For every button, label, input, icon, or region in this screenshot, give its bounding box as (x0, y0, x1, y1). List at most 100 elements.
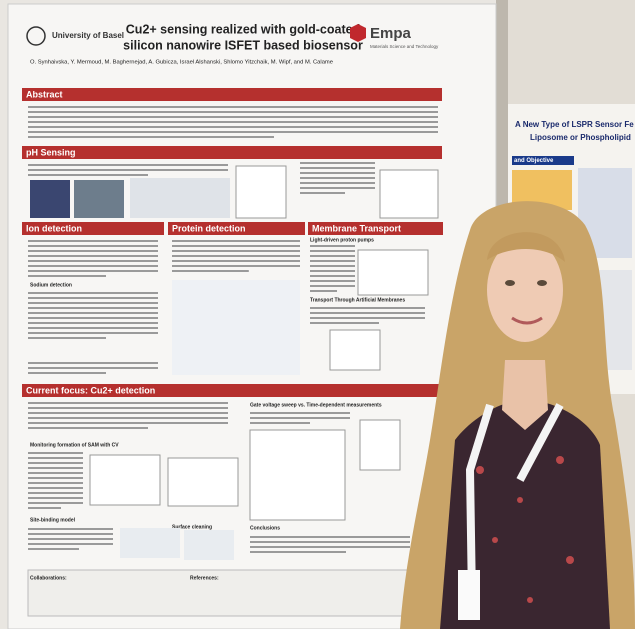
text-line (28, 533, 113, 535)
text-line (172, 250, 300, 252)
text-line (28, 538, 113, 540)
section-heading: pH Sensing (26, 147, 76, 157)
section-bar (168, 222, 305, 235)
hair-top (487, 232, 565, 262)
face (487, 238, 563, 342)
text-line (300, 172, 375, 174)
text-line (28, 528, 113, 530)
figure (74, 180, 124, 218)
eye (505, 280, 515, 286)
text-line (28, 422, 228, 424)
footer-heading: References: (190, 575, 219, 581)
subheading: Light-driven proton pumps (310, 237, 374, 243)
text-line (28, 412, 228, 414)
top (440, 400, 610, 629)
text-line (28, 302, 158, 304)
text-line (28, 322, 158, 324)
person (400, 201, 635, 629)
logo-text: Empa (370, 25, 412, 42)
text-line (172, 245, 300, 247)
bg-poster-title: A New Type of LSPR Sensor Fe (515, 120, 634, 129)
text-line (28, 131, 438, 133)
text-line (310, 265, 355, 267)
text-line (310, 280, 355, 282)
text-line (172, 255, 300, 257)
text-line (310, 317, 425, 319)
text-line (250, 551, 346, 553)
text-line (28, 457, 83, 459)
text-line (28, 307, 158, 309)
text-line (28, 327, 158, 329)
figure (359, 419, 401, 471)
section-heading: Ion detection (26, 223, 82, 233)
logo-text: University of Basel (52, 31, 124, 40)
text-line (310, 307, 425, 309)
text-line (28, 477, 83, 479)
subheading: Monitoring formation of SAM with CV (30, 442, 119, 448)
footer-heading: Collaborations: (30, 575, 67, 581)
text-line (28, 407, 228, 409)
text-line (28, 362, 158, 364)
text-line (250, 422, 310, 424)
section-bar (308, 222, 443, 235)
figure (120, 528, 180, 558)
text-line (172, 265, 300, 267)
text-line (28, 111, 438, 113)
poster-title: silicon nanowire ISFET based biosensor (123, 38, 363, 52)
subheading: Conclusions (250, 525, 280, 531)
text-line (28, 240, 158, 242)
text-line (28, 250, 158, 252)
text-line (310, 250, 355, 252)
text-line (28, 427, 148, 429)
text-line (28, 497, 83, 499)
text-line (28, 487, 83, 489)
figure (89, 454, 161, 506)
eye (537, 280, 547, 286)
section-bar (22, 88, 442, 101)
text-line (300, 182, 375, 184)
text-line (28, 367, 158, 369)
mouth (511, 316, 543, 325)
text-line (310, 275, 355, 277)
text-line (28, 116, 438, 118)
lanyard (516, 403, 564, 482)
text-line (28, 245, 158, 247)
logo-basel: University of Basel (26, 26, 124, 46)
text-line (28, 467, 83, 469)
text-line (28, 106, 438, 108)
text-line (300, 167, 375, 169)
section-bar (22, 384, 442, 397)
text-line (28, 121, 438, 123)
text-line (28, 548, 79, 550)
text-line (28, 169, 228, 171)
text-line (250, 412, 350, 414)
section-bar (22, 222, 164, 235)
section-heading: Abstract (26, 89, 63, 99)
figure (184, 530, 234, 560)
text-line (28, 317, 158, 319)
text-line (28, 372, 106, 374)
text-line (310, 245, 355, 247)
figure (172, 280, 300, 375)
text-line (310, 312, 425, 314)
text-line (28, 260, 158, 262)
figure (167, 457, 239, 507)
text-line (310, 290, 337, 292)
text-line (28, 265, 158, 267)
text-line (172, 240, 300, 242)
text-line (28, 502, 83, 504)
text-line (28, 174, 148, 176)
subheading: Site-binding model (30, 517, 76, 523)
text-line (28, 312, 158, 314)
figure (30, 180, 70, 218)
text-line (28, 164, 228, 166)
text-line (310, 260, 355, 262)
text-line (300, 187, 375, 189)
badge (458, 570, 480, 620)
neck (502, 360, 548, 430)
subheading: Surface cleaning (172, 524, 212, 530)
text-line (28, 292, 158, 294)
text-line (250, 417, 350, 419)
text-line (28, 462, 83, 464)
